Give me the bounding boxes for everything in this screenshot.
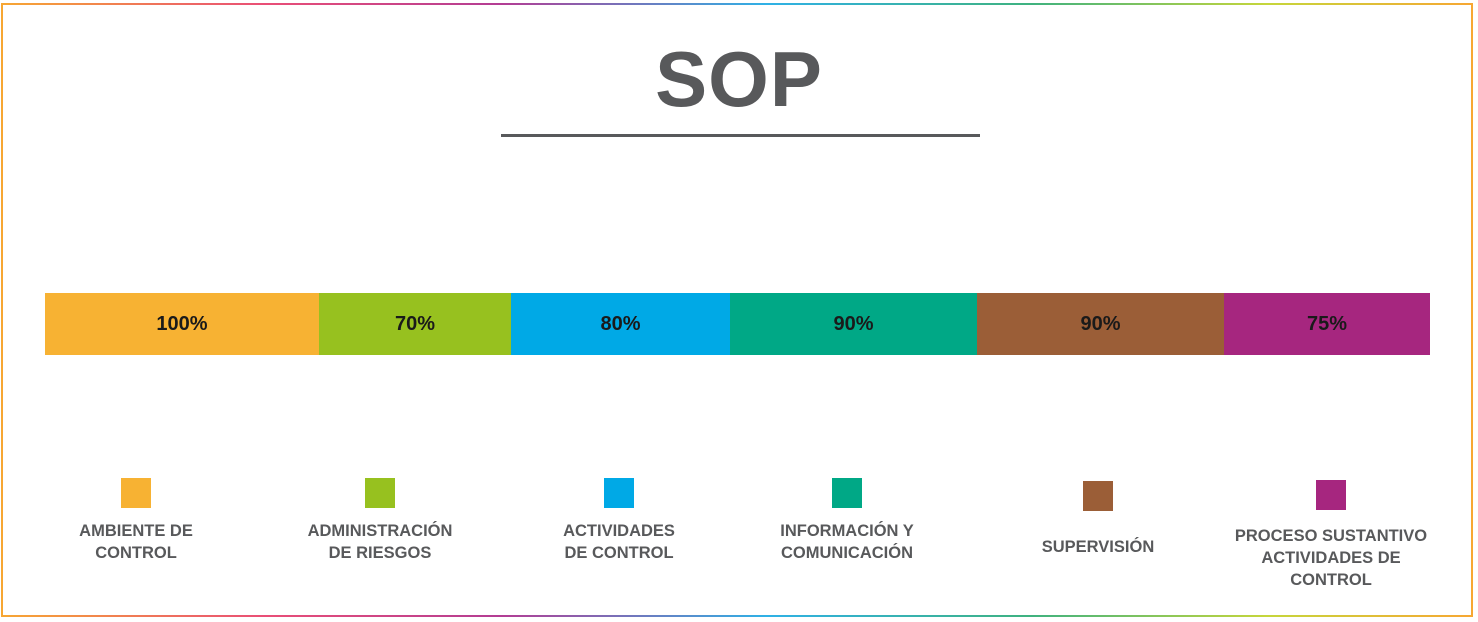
legend-item: ACTIVIDADES DE CONTROL: [499, 478, 739, 564]
legend-label: ADMINISTRACIÓN DE RIESGOS: [307, 522, 453, 562]
legend-swatch: [1083, 481, 1113, 511]
bar-segment-5: 90%: [977, 293, 1224, 355]
legend-label: AMBIENTE DE CONTROL: [79, 522, 193, 562]
bar-value-label: 80%: [600, 312, 641, 335]
bar-value-label: 90%: [1080, 312, 1121, 335]
legend-item: INFORMACIÓN Y COMUNICACIÓN: [727, 478, 967, 564]
legend-swatch: [604, 478, 634, 508]
bar-segment-2: 70%: [319, 293, 511, 355]
legend-label: ACTIVIDADES DE CONTROL: [563, 522, 675, 562]
legend-item: ADMINISTRACIÓN DE RIESGOS: [260, 478, 500, 564]
bar-segment-6: 75%: [1224, 293, 1430, 355]
legend-label: INFORMACIÓN Y COMUNICACIÓN: [780, 522, 914, 562]
legend-swatch: [365, 478, 395, 508]
bar-value-label: 90%: [833, 312, 874, 335]
bar-value-label: 70%: [394, 312, 436, 335]
legend-item: SUPERVISIÓN: [978, 481, 1218, 558]
bar-segment-1: 100%: [45, 293, 319, 355]
legend-swatch: [832, 478, 862, 508]
chart-title: SOP: [655, 35, 823, 123]
legend-item: AMBIENTE DE CONTROL: [16, 478, 256, 564]
bar-segment-3: 80%: [511, 293, 730, 355]
bar-segment-4: 90%: [730, 293, 977, 355]
stacked-bar: 100% 70% 80% 90% 90% 75%: [45, 293, 1430, 355]
title-underline: [501, 134, 980, 137]
bar-value-label: 75%: [1306, 312, 1348, 335]
legend-swatch: [1316, 480, 1346, 510]
bar-value-label: 100%: [156, 312, 208, 335]
legend-item: PROCESO SUSTANTIVO ACTIVIDADES DE CONTRO…: [1211, 480, 1451, 591]
legend-label: PROCESO SUSTANTIVO ACTIVIDADES DE CONTRO…: [1234, 527, 1428, 589]
legend-label: SUPERVISIÓN: [1041, 538, 1155, 556]
legend-swatch: [121, 478, 151, 508]
